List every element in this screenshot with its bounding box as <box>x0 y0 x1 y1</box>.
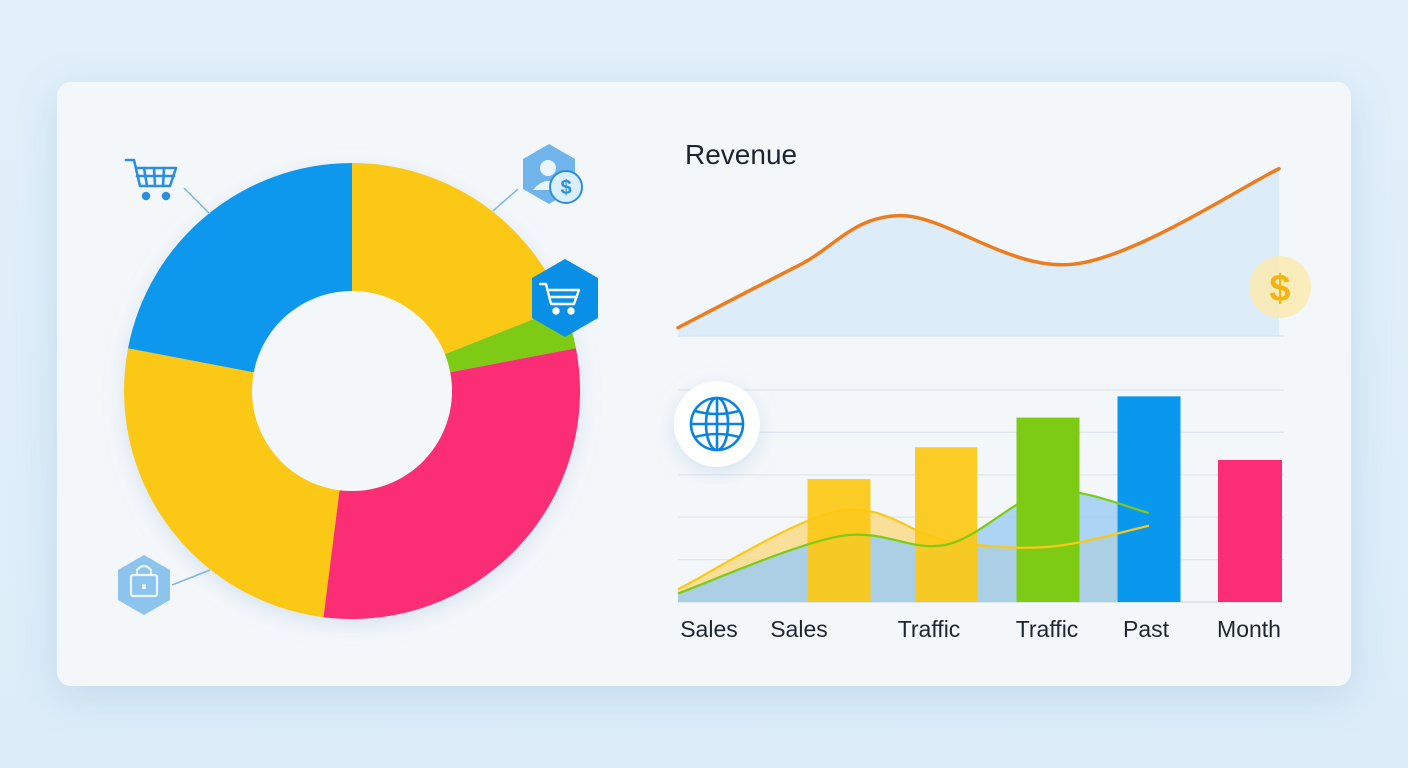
bar-label-2: Traffic <box>898 616 961 642</box>
callout-lines <box>171 187 519 586</box>
customer-dollar-icon: $ <box>523 144 583 204</box>
bar-chart <box>807 396 1282 602</box>
bar-5 <box>1218 459 1282 602</box>
bar-2 <box>915 447 977 602</box>
revenue-line <box>676 166 1281 330</box>
callout-line-cart <box>183 187 211 215</box>
callout-line-bag <box>171 569 211 586</box>
svg-text:$: $ <box>560 177 571 199</box>
bar-3 <box>1016 417 1080 602</box>
bar-label-5: Month <box>1217 616 1281 642</box>
bar-chart-area-lines <box>677 489 1150 595</box>
cart-hex-icon <box>532 259 598 337</box>
globe-icon <box>674 381 760 467</box>
bar-4 <box>1117 396 1181 602</box>
svg-text:$: $ <box>1269 268 1290 310</box>
shopping-bag-icon <box>118 555 170 615</box>
dollar-coin-icon: $ <box>1249 256 1311 318</box>
revenue-title: Revenue <box>685 139 797 170</box>
bar-area-line-0 <box>677 508 1150 591</box>
bar-label-0: Sales <box>680 616 738 642</box>
callout-line-customer <box>492 188 519 212</box>
donut-hole <box>252 291 452 491</box>
bar-label-1: Sales <box>770 616 828 642</box>
revenue-line-chart <box>676 166 1281 336</box>
cart-icon <box>124 158 178 201</box>
bar-chart-labels: Sales Sales Traffic Traffic Past Month <box>680 616 1281 642</box>
bar-label-3: Traffic <box>1016 616 1079 642</box>
bar-area-line-1 <box>677 489 1150 595</box>
revenue-area <box>678 168 1279 336</box>
bar-label-4: Past <box>1123 616 1170 642</box>
